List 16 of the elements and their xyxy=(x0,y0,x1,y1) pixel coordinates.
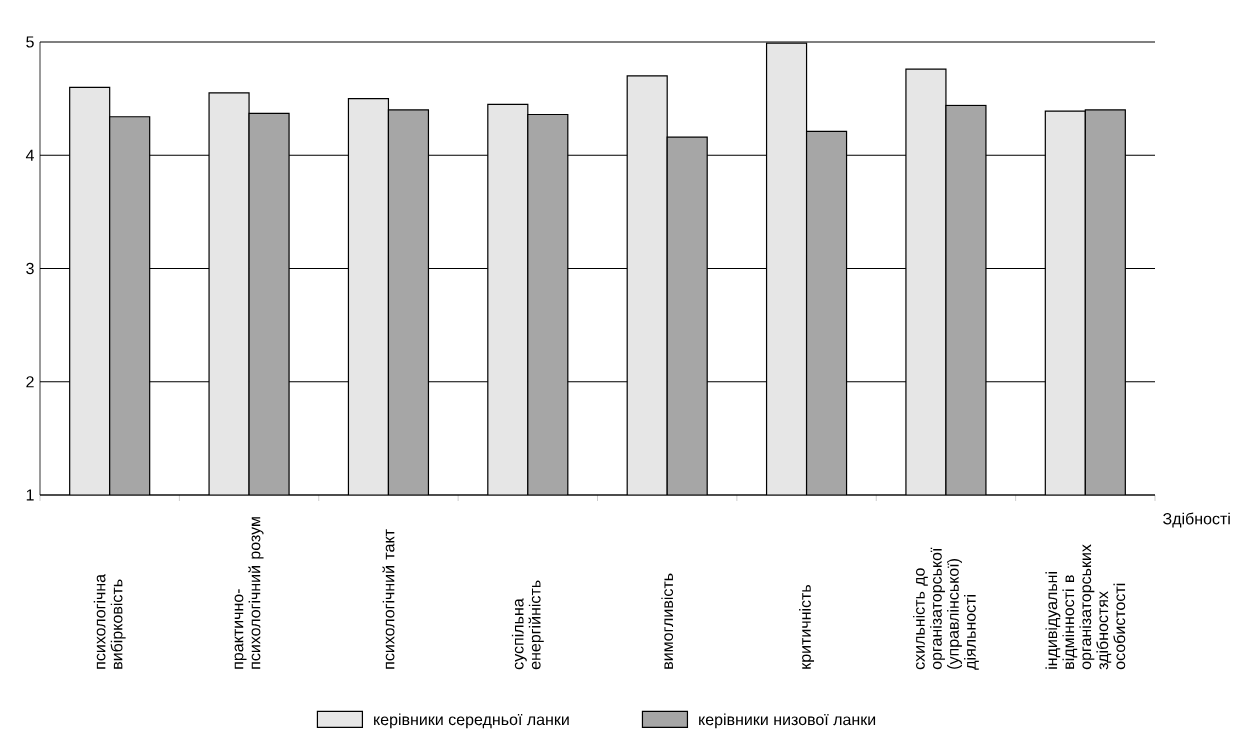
y-tick-label: 1 xyxy=(26,489,34,501)
x-tick-label: індивідуальні відмінності в організаторських здібностях особистості xyxy=(1045,544,1126,670)
x-tick-label: схильність до організаторської (управлінської) діяльності xyxy=(913,547,979,670)
x-tick-label: практично-психологічний розум xyxy=(234,517,264,669)
y-tick-label: 5 xyxy=(26,36,34,48)
x-tick-label: суспільна енергійність xyxy=(511,580,544,670)
x-tick-label: критичність xyxy=(799,584,815,669)
y-tick-label: 2 xyxy=(26,376,34,388)
x-axis-title: Здібності xyxy=(1163,512,1230,528)
y-tick-label: 4 xyxy=(25,149,34,161)
y-tick-label: 3 xyxy=(26,262,34,275)
legend-label: керівники середньої ланки xyxy=(374,713,569,729)
x-tick-label: вимогливість xyxy=(661,573,674,669)
x-tick-label: психологічний такт xyxy=(382,529,395,669)
x-tick-label: психологічна вибірковість xyxy=(93,573,126,669)
legend-label: керівники низової ланки xyxy=(699,713,876,729)
